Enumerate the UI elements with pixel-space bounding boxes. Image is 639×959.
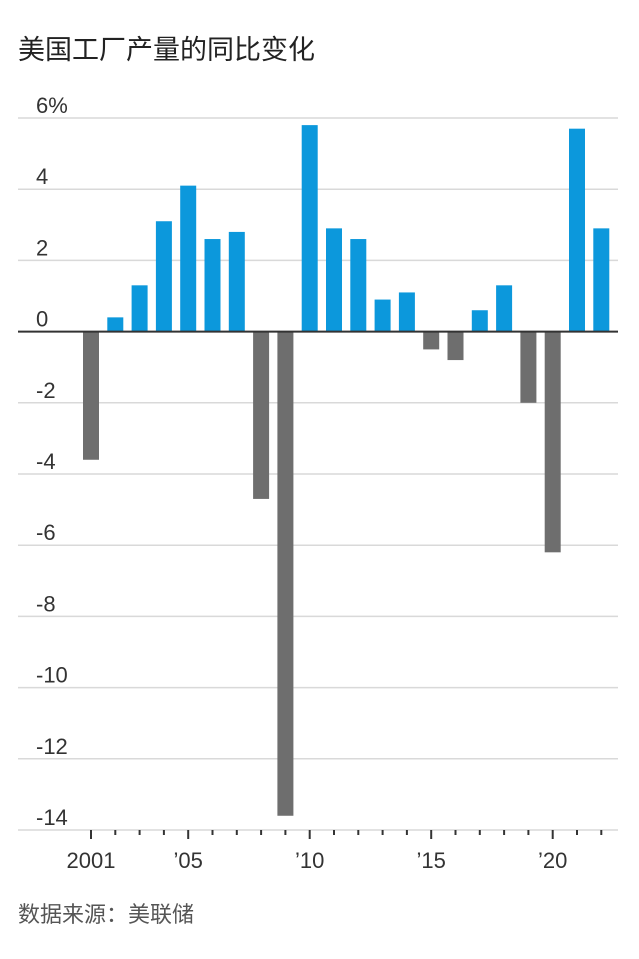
bar-2002 [107,317,124,332]
gridlines [18,117,618,831]
x-tick-label: 2001 [67,848,116,873]
y-tick-label: -8 [36,591,56,616]
bar-2019 [520,331,537,403]
y-tick-label: -2 [36,378,56,403]
bar-chart: 6% 4 2 0 -2 -4 -6 -8 -10 -12 -14 2001 ’05 ’10 ’15 ’20 [18,93,618,873]
bar-2009 [277,331,294,816]
bar-2008 [253,331,270,499]
y-tick-label: -14 [36,805,68,830]
y-tick-label: -6 [36,520,56,545]
bar-2001 [83,331,99,460]
y-tick-label: -4 [36,449,56,474]
bar-2010 [301,125,318,332]
y-tick-label: 2 [36,235,48,260]
chart-title: 美国工厂产量的同比变化 [18,35,315,66]
bar-2016 [447,331,464,361]
y-tick-label: -10 [36,663,68,688]
bar-2018 [496,285,513,332]
y-tick-label: -12 [36,734,68,759]
y-axis-labels: 6% 4 2 0 -2 -4 -6 -8 -10 -12 -14 [36,93,68,830]
bar-2007 [228,231,245,332]
bar-2004 [155,221,172,332]
y-tick-label: 0 [36,307,48,332]
bar-2017 [471,310,488,332]
x-tick-label: ’05 [174,848,203,873]
x-tick-label: ’15 [417,848,446,873]
bar-2005 [180,185,197,332]
bar-2003 [131,285,148,332]
bar-2021 [569,128,585,332]
x-axis: 2001 ’05 ’10 ’15 ’20 [67,830,603,873]
bars [18,125,618,816]
y-tick-label: 4 [36,164,48,189]
bar-2013 [374,299,391,332]
x-tick-label: ’20 [538,848,567,873]
bar-2022 [593,228,610,332]
bar-2014 [398,292,415,332]
y-tick-label: 6% [36,93,68,118]
bar-2020 [544,331,561,553]
bar-2011 [326,228,342,332]
source-note: 数据来源：美联储 [18,903,195,928]
bar-2006 [204,239,221,332]
x-tick-label: ’10 [295,848,324,873]
bar-2012 [350,239,367,332]
bar-2015 [423,331,440,350]
